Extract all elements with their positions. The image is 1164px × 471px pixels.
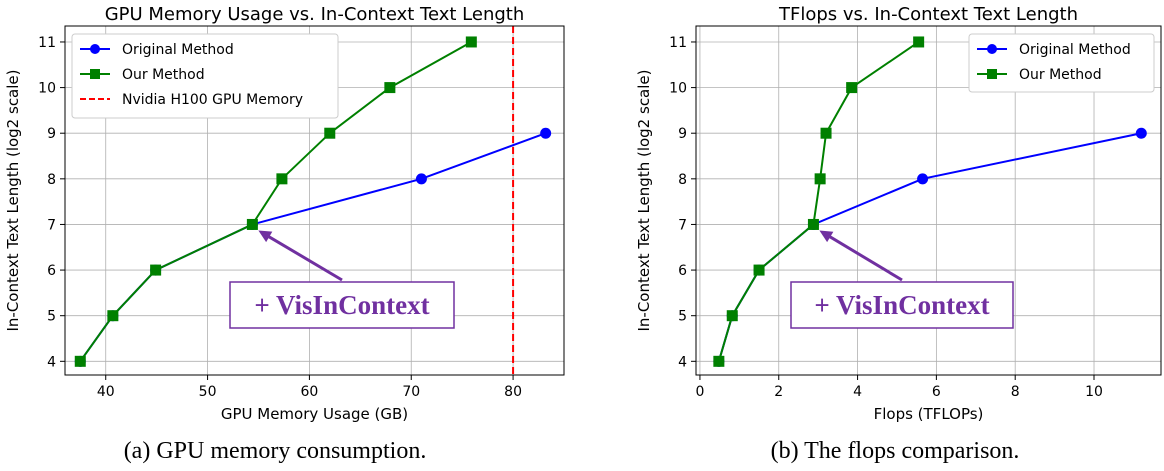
y-tick-label: 4	[47, 354, 56, 370]
x-tick-label: 4	[853, 384, 862, 400]
y-tick-label: 10	[669, 81, 687, 97]
data-point-ours	[753, 264, 765, 276]
y-tick-label: 8	[678, 172, 687, 188]
data-point-ours	[807, 218, 819, 230]
y-axis-label: In-Context Text Length (log2 scale)	[4, 69, 22, 331]
chart-title: TFlops vs. In-Context Text Length	[778, 4, 1078, 25]
caption-b: (b) The flops comparison.	[770, 438, 1020, 464]
y-tick-label: 4	[678, 354, 687, 370]
data-point-ours	[465, 36, 477, 48]
data-point-ours	[846, 82, 858, 94]
x-tick-label: 10	[1085, 384, 1103, 400]
y-tick-label: 7	[678, 217, 687, 233]
chart-title: GPU Memory Usage vs. In-Context Text Len…	[105, 4, 525, 25]
y-tick-label: 5	[47, 309, 56, 325]
y-tick-label: 11	[38, 35, 56, 51]
chart-b: TFlops vs. In-Context Text Length 0 2 4 6 8 10…	[635, 4, 1162, 423]
data-point-original	[1135, 127, 1147, 139]
x-axis-label: GPU Memory Usage (GB)	[221, 405, 408, 423]
y-tick-label: 6	[678, 263, 687, 279]
legend-label: Original Method	[122, 42, 234, 58]
legend-frame	[968, 33, 1155, 93]
plot-frame	[695, 25, 1162, 376]
data-point-ours	[246, 218, 258, 230]
data-point-ours	[74, 355, 86, 367]
x-tick-label: 0	[695, 384, 704, 400]
x-tick-label: 8	[1011, 384, 1020, 400]
x-tick-label: 40	[97, 384, 115, 400]
y-tick-label: 6	[47, 263, 56, 279]
caption-a: (a) GPU memory consumption.	[123, 438, 427, 464]
x-tick-label: 60	[300, 384, 318, 400]
y-tick-label: 9	[47, 126, 56, 142]
x-tick-label: 50	[199, 384, 217, 400]
y-tick-label: 9	[678, 126, 687, 142]
data-point-ours	[324, 127, 336, 139]
y-tick-label: 5	[678, 309, 687, 325]
legend-label: Our Method	[1019, 67, 1102, 83]
legend-marker-square	[90, 69, 100, 79]
plot-frame	[64, 25, 565, 376]
legend: Original Method Our Method	[968, 33, 1155, 93]
x-tick-label: 2	[774, 384, 783, 400]
annotation-label: + VisInContext	[814, 290, 989, 320]
x-axis-label: Flops (TFLOPs)	[874, 405, 984, 423]
x-tick-label: 70	[402, 384, 420, 400]
legend-label: Nvidia H100 GPU Memory	[122, 92, 303, 108]
legend-marker-circle	[90, 44, 100, 54]
series-line-ours	[717, 41, 920, 362]
legend-label: Our Method	[122, 67, 205, 83]
y-tick-label: 10	[38, 81, 56, 97]
data-point-ours	[384, 82, 396, 94]
data-point-ours	[276, 173, 288, 185]
annotation-box	[229, 281, 455, 329]
legend: Original Method Our Method Nvidia H100 GPU…	[71, 33, 339, 119]
y-tick-label: 7	[47, 217, 56, 233]
data-point-ours	[913, 36, 925, 48]
data-point-ours	[150, 264, 162, 276]
annotation-arrow	[264, 233, 343, 282]
data-point-ours	[713, 355, 725, 367]
y-tick-label: 11	[669, 35, 687, 51]
legend-marker-circle	[987, 44, 997, 54]
data-point-ours	[726, 310, 738, 322]
annotation-arrowhead	[258, 230, 273, 243]
chart-a: GPU Memory Usage vs. In-Context Text Len…	[4, 4, 565, 423]
data-point-original	[917, 173, 929, 185]
x-tick-label: 80	[504, 384, 522, 400]
annotation-box	[790, 281, 1014, 329]
annotation-arrow	[825, 233, 903, 282]
data-point-ours	[820, 127, 832, 139]
data-point-original	[415, 173, 427, 185]
legend-marker-square	[987, 69, 997, 79]
y-axis-label: In-Context Text Length (log2 scale)	[635, 69, 653, 331]
series-line-ours	[79, 41, 472, 362]
data-point-ours	[107, 310, 119, 322]
data-point-original	[540, 127, 552, 139]
legend-label: Original Method	[1019, 42, 1131, 58]
annotation-label: + VisInContext	[254, 290, 429, 320]
annotation-arrowhead	[819, 230, 834, 243]
y-tick-label: 8	[47, 172, 56, 188]
legend-frame	[71, 33, 339, 119]
data-point-ours	[814, 173, 826, 185]
x-tick-label: 6	[932, 384, 941, 400]
